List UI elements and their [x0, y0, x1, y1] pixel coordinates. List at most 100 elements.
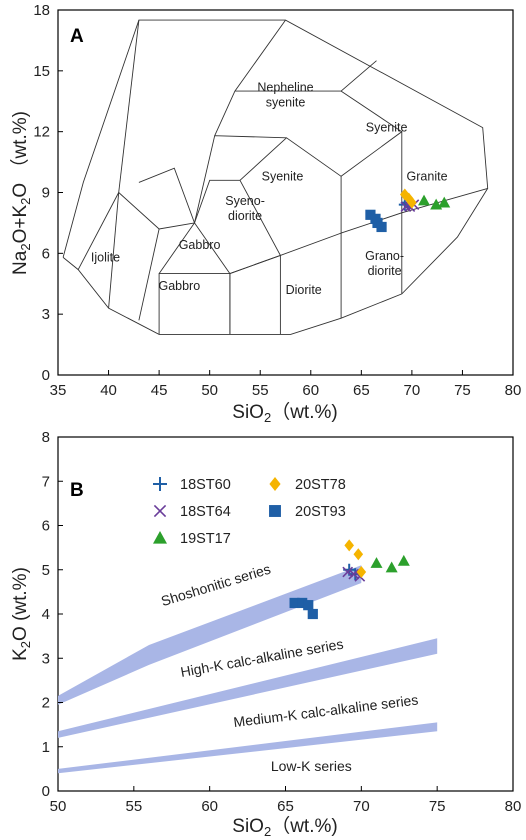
panel-b-x-tick-label: 55	[125, 798, 142, 815]
series-bands	[58, 565, 438, 774]
legend: 18ST60 18ST64 19ST17 20ST78 20ST93	[153, 477, 346, 547]
legend-marker-19st17	[153, 531, 167, 544]
tas-boundary-line	[340, 90, 403, 133]
panel-a-x-tick-label: 70	[404, 382, 421, 399]
tas-field-label: syenite	[266, 96, 306, 110]
panel-b-y-tick-label: 6	[42, 518, 50, 535]
series-label: Low-K series	[271, 758, 352, 774]
panel-b-point-19st17	[385, 561, 398, 573]
series-label: Shoshonitic series	[159, 561, 272, 610]
tas-boundary-line	[138, 228, 160, 321]
panel-a-y-tick-label: 0	[42, 367, 50, 384]
tas-field-label: Ijolite	[91, 250, 120, 264]
panel-a-label: A	[70, 26, 84, 47]
panel-b-point-20st93	[297, 597, 308, 609]
panel-b-point-20st93	[289, 597, 300, 609]
legend-marker-20st93	[269, 505, 281, 517]
panel-b-ticks: 50 55 60 65 70 75 80 0 1 2 3 4 5 6 7 8	[42, 429, 522, 815]
panel-b-y-axis-label: K2O (wt.%)	[10, 567, 33, 661]
tas-field-label: Syeno-	[225, 194, 265, 208]
legend-label: 19ST17	[180, 531, 231, 547]
tas-field-label: Syenite	[262, 169, 304, 183]
panel-a-point-20st78	[407, 196, 417, 209]
tas-boundary-line	[118, 20, 140, 193]
tas-field-label: Nepheline	[257, 81, 313, 95]
panel-a-y-tick-label: 3	[42, 306, 50, 323]
panel-a-x-tick-label: 35	[50, 382, 67, 399]
legend-label: 20ST78	[295, 477, 346, 493]
legend-label: 18ST60	[180, 477, 231, 493]
panel-b-y-tick-label: 0	[42, 783, 50, 800]
panel-b-x-tick-label: 80	[505, 798, 522, 815]
panel-b-point-20st93	[307, 608, 318, 620]
series-label: Medium-K calc-alkaline series	[233, 692, 420, 731]
panel-b-point-20st78	[344, 539, 354, 552]
panel-a-x-tick-label: 55	[252, 382, 269, 399]
panel-b-y-tick-label: 5	[42, 562, 50, 579]
panel-b-y-tick-label: 8	[42, 429, 50, 446]
panel-b-point-20st78	[353, 548, 364, 561]
panel-a-x-tick-label: 50	[201, 382, 218, 399]
tas-boundary-line	[77, 192, 120, 270]
tas-field-boundaries	[62, 19, 489, 335]
panel-a-points	[365, 188, 451, 233]
series-band	[58, 638, 438, 738]
tas-field-label: Granite	[407, 169, 448, 183]
panel-b-label: B	[70, 480, 84, 501]
panel-a-y-tick-label: 9	[42, 185, 50, 202]
legend-label: 18ST64	[180, 504, 231, 520]
panel-a-y-tick-label: 15	[33, 63, 50, 80]
panel-b-x-tick-label: 75	[429, 798, 446, 815]
panel-a-x-tick-label: 75	[454, 382, 471, 399]
panel-b-x-tick-label: 50	[50, 798, 67, 815]
tas-field-label: diorite	[368, 264, 402, 278]
panel-a-x-tick-label: 80	[505, 382, 522, 399]
panel-a-point-19st17	[418, 194, 431, 206]
panel-b-point-20st78	[356, 565, 367, 578]
legend-marker-18st64	[153, 504, 167, 518]
series-band	[58, 722, 438, 774]
panel-a-y-tick-label: 18	[33, 2, 50, 19]
panel-a-x-tick-label: 45	[151, 382, 168, 399]
panel-a-point-20st78	[400, 188, 410, 201]
panel-b-frame	[57, 436, 514, 792]
panel-a-y-tick-label: 6	[42, 245, 50, 262]
panel-b-points	[289, 539, 410, 620]
tas-field-label: Gabbro	[179, 238, 221, 252]
panel-b-point-20st93	[303, 600, 314, 611]
tas-boundary-line	[214, 19, 286, 136]
panel-b-point-18st64	[348, 568, 360, 580]
panel-a-y-axis-label: Na2O+K2O （wt.%)	[9, 111, 33, 275]
panel-b-y-tick-label: 3	[42, 650, 50, 667]
panel-b-point-19st17	[397, 554, 410, 566]
legend-label: 20ST93	[295, 504, 346, 520]
panel-a-point-20st93	[376, 221, 387, 233]
tas-field-label: diorite	[228, 209, 262, 223]
panel-b-point-19st17	[370, 557, 383, 568]
panel-a-x-axis-label: SiO2（wt.%)	[232, 401, 337, 425]
legend-marker-18st60	[153, 477, 167, 491]
panel-a-x-tick-label: 60	[302, 382, 319, 399]
panel-b-y-tick-label: 4	[42, 606, 50, 623]
tas-field-label: Gabbro	[158, 279, 200, 293]
panel-b-point-18st64	[342, 566, 354, 578]
panel-b-x-tick-label: 60	[201, 798, 218, 815]
panel-b-x-tick-label: 70	[353, 798, 370, 815]
legend-marker-20st78	[269, 477, 281, 491]
tas-boundary-line	[234, 60, 377, 92]
panel-a-y-tick-label: 12	[33, 124, 50, 141]
tas-boundary-line	[340, 130, 403, 213]
tas-boundary-line	[138, 167, 195, 224]
tas-boundary-line	[108, 192, 120, 309]
panel-a-ticks: 35 40 45 50 55 60 65 70 75 80 0 3 6 9 12 15 18	[33, 2, 521, 399]
panel-a-x-tick-label: 40	[100, 382, 117, 399]
panel-a-frame	[57, 9, 514, 376]
tas-field-label: Syenite	[366, 121, 408, 135]
tas-boundary-line	[118, 192, 195, 230]
panel-b-y-tick-label: 2	[42, 695, 50, 712]
panel-a-point-19st17	[438, 196, 451, 208]
panel-b-x-axis-label: SiO2（wt.%)	[232, 815, 337, 839]
